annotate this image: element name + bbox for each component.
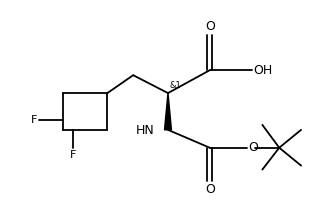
Polygon shape — [165, 93, 171, 130]
Text: O: O — [205, 184, 214, 197]
Text: O: O — [205, 21, 214, 33]
Text: O: O — [249, 141, 258, 154]
Text: F: F — [30, 115, 37, 125]
Text: OH: OH — [254, 64, 273, 77]
Text: F: F — [70, 150, 76, 160]
Text: HN: HN — [135, 124, 154, 137]
Text: &1: &1 — [170, 81, 182, 90]
